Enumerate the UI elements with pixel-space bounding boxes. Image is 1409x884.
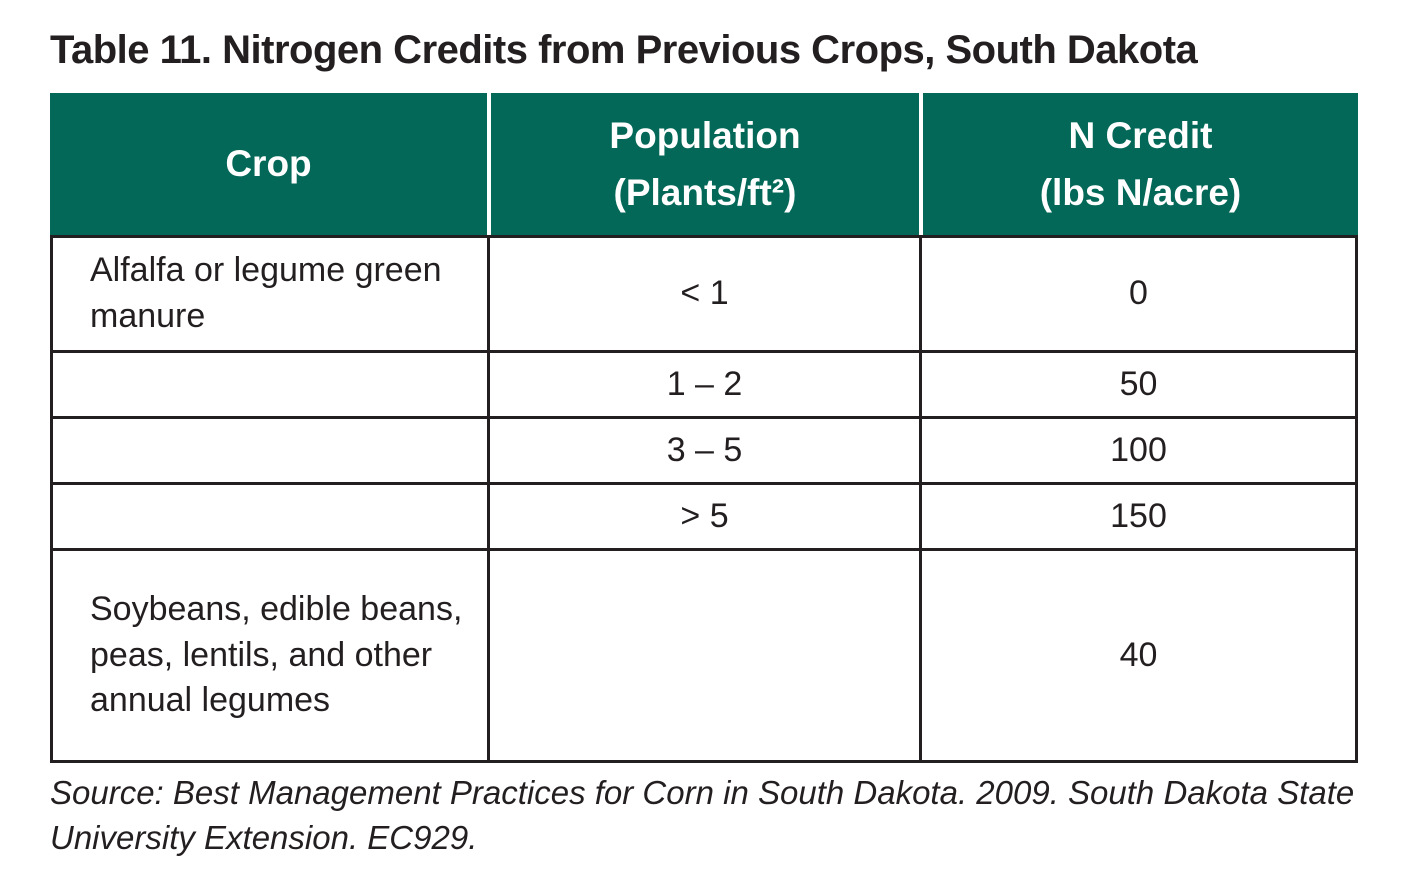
column-header-population: Population (Plants/ft²) (487, 93, 919, 235)
cell-ncredit: 40 (919, 551, 1358, 763)
table-row: > 5 150 (50, 485, 1358, 551)
cell-ncredit: 50 (919, 353, 1358, 419)
table-title: Table 11. Nitrogen Credits from Previous… (50, 28, 1198, 72)
column-header-crop: Crop (50, 93, 487, 235)
table-row: 3 – 5 100 (50, 419, 1358, 485)
table-row: Alfalfa or legume green manure < 1 0 (50, 235, 1358, 353)
cell-population: < 1 (487, 235, 919, 353)
table-header: Crop Population (Plants/ft²) N Credit (l… (50, 93, 1358, 235)
cell-crop (50, 419, 487, 485)
table-row: 1 – 2 50 (50, 353, 1358, 419)
table-row: Soybeans, edible beans, peas, lentils, a… (50, 551, 1358, 763)
table-body: Alfalfa or legume green manure < 1 0 1 –… (50, 235, 1358, 763)
cell-crop (50, 353, 487, 419)
column-header-ncredit: N Credit (lbs N/acre) (919, 93, 1358, 235)
column-header-population-subtitle: (Plants/ft²) (613, 172, 797, 213)
cell-ncredit: 0 (919, 235, 1358, 353)
cell-ncredit: 150 (919, 485, 1358, 551)
nitrogen-credits-table: Crop Population (Plants/ft²) N Credit (l… (50, 93, 1358, 763)
header-row: Crop Population (Plants/ft²) N Credit (l… (50, 93, 1358, 235)
cell-crop: Alfalfa or legume green manure (50, 235, 487, 353)
cell-crop (50, 485, 487, 551)
column-header-crop-title: Crop (225, 143, 312, 185)
cell-ncredit: 100 (919, 419, 1358, 485)
cell-population: 3 – 5 (487, 419, 919, 485)
column-header-ncredit-title: N Credit (1068, 114, 1213, 156)
cell-population: > 5 (487, 485, 919, 551)
column-header-ncredit-subtitle: (lbs N/acre) (1039, 172, 1242, 213)
cell-population: 1 – 2 (487, 353, 919, 419)
column-header-population-title: Population (609, 114, 801, 156)
cell-crop: Soybeans, edible beans, peas, lentils, a… (50, 551, 487, 763)
cell-population (487, 551, 919, 763)
source-citation: Source: Best Management Practices for Co… (50, 774, 1355, 857)
